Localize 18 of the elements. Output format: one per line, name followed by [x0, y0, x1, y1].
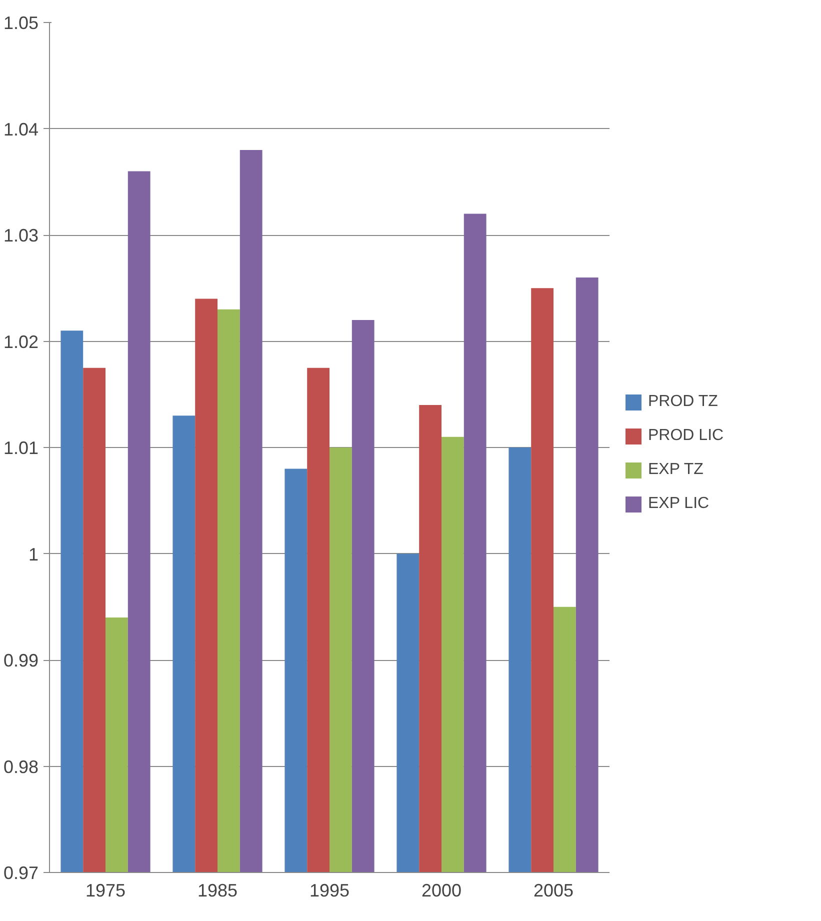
legend-label: EXP TZ	[648, 460, 704, 478]
legend-label: PROD TZ	[648, 392, 718, 410]
x-tick-label: 2005	[533, 880, 574, 900]
y-tick-label: 1.05	[3, 13, 39, 33]
y-tick-label: 0.98	[3, 756, 39, 777]
legend-label: PROD LIC	[648, 426, 724, 444]
x-tick-label: 1985	[197, 880, 238, 900]
y-tick-label: 1.01	[3, 438, 39, 458]
y-tick-label: 1.04	[3, 119, 39, 140]
x-tick-label: 2000	[421, 880, 462, 900]
x-tick-label: 1975	[85, 880, 126, 900]
x-tick-label: 1995	[309, 880, 350, 900]
y-tick-label: 0.99	[3, 650, 39, 670]
legend-label: EXP LIC	[648, 494, 710, 512]
y-tick-label: 0.97	[3, 863, 39, 883]
y-tick-label: 1.02	[3, 332, 39, 352]
y-tick-label: 1	[28, 544, 39, 564]
y-tick-label: 1.03	[3, 226, 39, 246]
